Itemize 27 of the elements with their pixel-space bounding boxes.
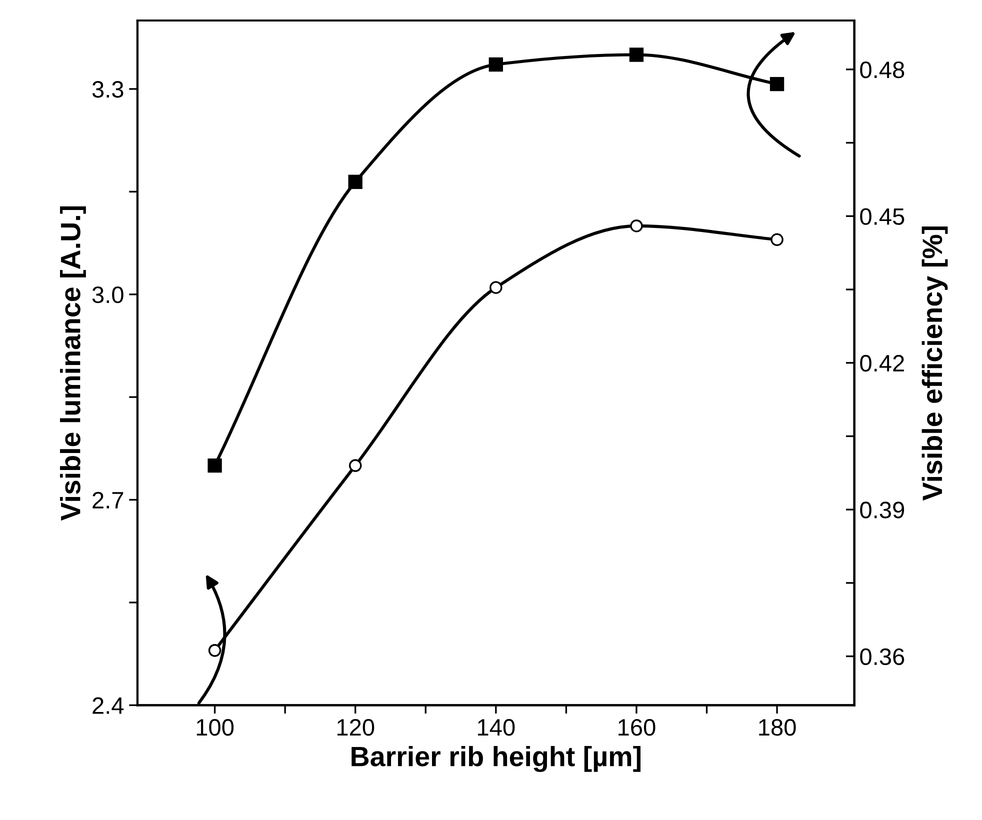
point — [770, 233, 784, 246]
x-tick-label: 100 — [196, 719, 234, 736]
y2-tick-label: 0.42 — [860, 354, 904, 372]
y-tick-label: 3.3 — [92, 81, 124, 98]
y-tick-label: 2.7 — [92, 492, 124, 508]
point — [208, 644, 222, 657]
x-tick-label: 180 — [759, 719, 796, 736]
x-tick-label: 160 — [618, 719, 656, 736]
y-axis-title: Visible luminance [A.U.] — [60, 206, 86, 521]
point — [770, 76, 784, 92]
y-tick-label: 2.4 — [92, 697, 124, 714]
y2-tick-label: 0.36 — [860, 648, 904, 666]
point — [488, 57, 503, 72]
y2-tick-label: 0.48 — [860, 61, 904, 78]
y2-axis-title: Visible efficiency [%] — [922, 226, 948, 501]
x-tick-label: 140 — [478, 719, 515, 736]
point — [629, 48, 644, 62]
y-tick-label: 3.0 — [92, 286, 124, 304]
y2-tick-label: 0.45 — [860, 208, 904, 225]
point — [490, 281, 502, 294]
point — [208, 458, 222, 473]
y2-tick-label: 0.39 — [860, 502, 904, 518]
point — [348, 459, 362, 472]
x-tick-label: 120 — [337, 719, 374, 736]
point — [630, 220, 643, 232]
x-axis-title: Barrier rib height [µm] — [352, 746, 640, 772]
point — [348, 174, 362, 189]
